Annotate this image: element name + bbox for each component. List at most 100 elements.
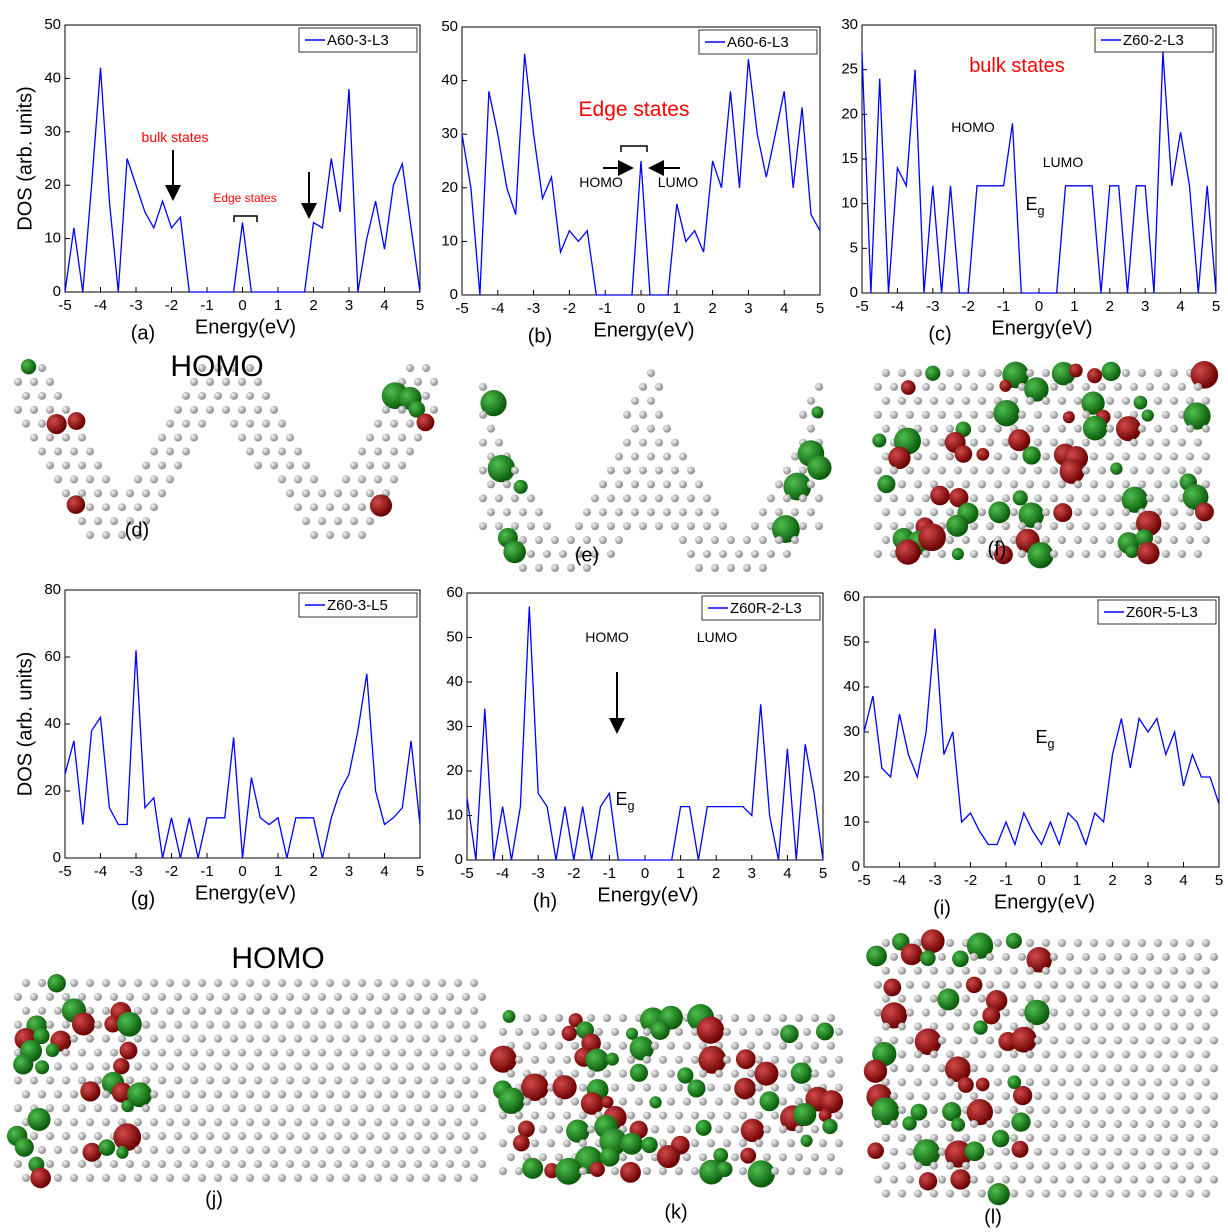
orbital-lobe [1060, 459, 1085, 484]
x-tick-label: -1 [200, 297, 213, 314]
x-tick-label: -3 [532, 865, 545, 882]
atom [787, 1056, 795, 1064]
atom [198, 1174, 206, 1182]
atom [563, 1139, 571, 1147]
atom [914, 1078, 922, 1086]
atom [751, 550, 759, 558]
chart: -5-4-3-2-10123450102030405060Z60R-5-L3En… [843, 588, 1223, 919]
atom [102, 503, 110, 511]
atom [1058, 967, 1066, 975]
atom [1106, 1190, 1114, 1198]
atom [270, 1132, 278, 1140]
annotation-text: HOMO [585, 629, 629, 645]
atom [86, 1118, 94, 1126]
y-tick-label: 0 [852, 858, 860, 875]
atom [102, 1174, 110, 1182]
atom [962, 397, 970, 405]
atom [535, 508, 543, 516]
atom [1010, 1134, 1018, 1142]
atom [1010, 480, 1018, 488]
atom [190, 993, 198, 1001]
atom [1082, 1064, 1090, 1072]
atom [382, 993, 390, 1001]
atom [759, 564, 767, 572]
x-tick-label: 5 [416, 297, 424, 314]
atom [54, 475, 62, 483]
y-tick-label: 80 [44, 581, 61, 598]
atom [683, 1125, 691, 1133]
atom [1098, 1092, 1106, 1100]
atom [470, 1146, 478, 1154]
atom [1090, 453, 1098, 461]
orbital-lobe [877, 475, 895, 493]
atom [430, 993, 438, 1001]
atom [1170, 1050, 1178, 1058]
atom [1058, 397, 1066, 405]
x-tick-label: 4 [780, 300, 788, 317]
atom [1106, 508, 1114, 516]
atom [543, 550, 551, 558]
dos-line [65, 650, 420, 858]
atom [1002, 1064, 1010, 1072]
atom [811, 1153, 819, 1161]
x-tick-label: -3 [928, 872, 941, 889]
atom [158, 1160, 166, 1168]
atom [922, 411, 930, 419]
atom [278, 979, 286, 987]
atom [350, 1021, 358, 1029]
atom [1042, 397, 1050, 405]
atom [1202, 1106, 1210, 1114]
atom [1210, 1120, 1218, 1128]
atom [1122, 1106, 1130, 1114]
atom [1106, 480, 1114, 488]
annotation: Eg [1035, 727, 1054, 752]
atom [1162, 522, 1170, 530]
atom [607, 522, 615, 530]
atom [478, 1076, 486, 1084]
annotation-text: bulk states [142, 129, 209, 145]
atom [1082, 953, 1090, 961]
atom [134, 475, 142, 483]
atom [675, 1028, 683, 1036]
atom [1122, 397, 1130, 405]
atom [1018, 466, 1026, 474]
atom [1098, 466, 1106, 474]
molecule-image: (f) [872, 361, 1218, 568]
atom [238, 1076, 246, 1084]
atom [334, 1160, 342, 1168]
atom [651, 1042, 659, 1050]
atom [94, 461, 102, 469]
atom [523, 1014, 531, 1022]
atom [1170, 369, 1178, 377]
atom [799, 411, 807, 419]
atom [994, 1078, 1002, 1086]
panel-label: (l) [984, 1206, 1002, 1228]
atom [398, 993, 406, 1001]
atom [882, 508, 890, 516]
x-tick-label: -2 [165, 297, 178, 314]
atom [206, 1049, 214, 1057]
annotation-bracket [621, 146, 647, 152]
molecule-image: (e) [479, 369, 832, 572]
atom [922, 1092, 930, 1100]
atom [1186, 508, 1194, 516]
atom [691, 1139, 699, 1147]
atom [414, 378, 422, 386]
atom [198, 392, 206, 400]
atom [1026, 1134, 1034, 1142]
atom [126, 993, 134, 1001]
atom [1130, 1176, 1138, 1184]
atom [462, 1160, 470, 1168]
atom [1098, 494, 1106, 502]
atom [358, 1063, 366, 1071]
orbital-lobe [930, 486, 950, 506]
atom [422, 1035, 430, 1043]
atom [1130, 383, 1138, 391]
atom [1106, 967, 1114, 975]
atom [86, 531, 94, 539]
orbital-lobe [895, 539, 920, 564]
atom [1042, 1162, 1050, 1170]
atom [478, 993, 486, 1001]
atom [1178, 466, 1186, 474]
atom [350, 489, 358, 497]
